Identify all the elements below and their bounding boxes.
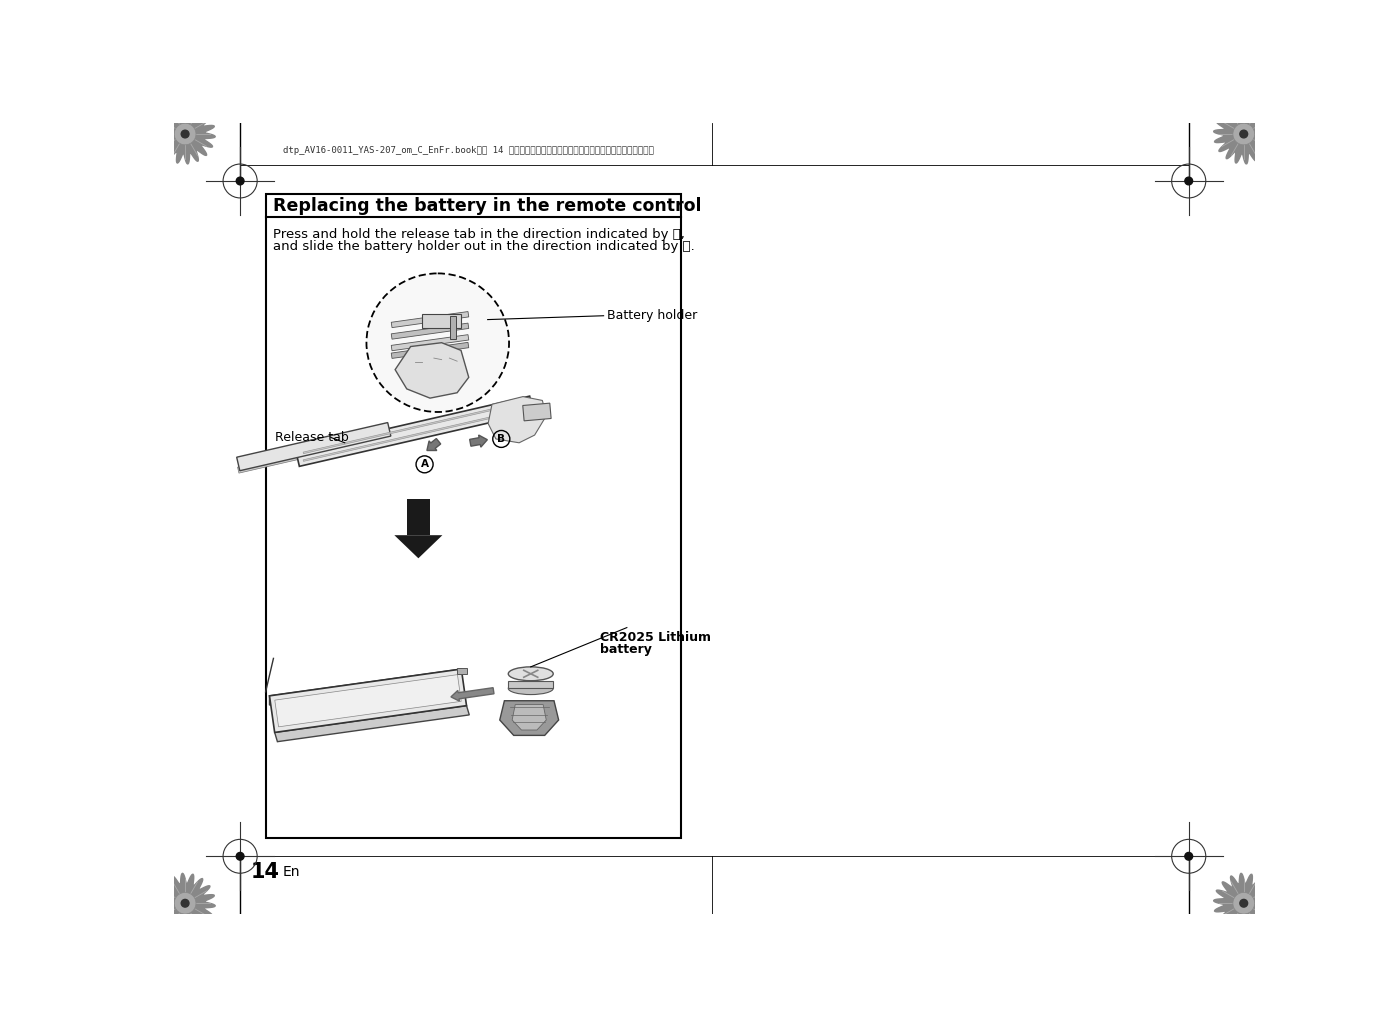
Bar — [407, 499, 429, 535]
Circle shape — [1239, 130, 1248, 138]
Circle shape — [236, 177, 244, 185]
Ellipse shape — [509, 667, 553, 681]
Text: Release tab: Release tab — [275, 431, 348, 444]
Text: 14: 14 — [251, 862, 279, 882]
Circle shape — [181, 900, 190, 907]
Circle shape — [174, 123, 197, 145]
Polygon shape — [500, 700, 559, 735]
Polygon shape — [392, 324, 468, 339]
Polygon shape — [523, 404, 551, 421]
Polygon shape — [488, 396, 546, 443]
Circle shape — [1232, 892, 1255, 914]
Text: Battery holder: Battery holder — [608, 309, 698, 322]
Circle shape — [174, 892, 197, 914]
Text: En: En — [283, 865, 300, 879]
Circle shape — [236, 852, 244, 861]
Polygon shape — [269, 669, 467, 732]
Polygon shape — [395, 535, 442, 559]
Polygon shape — [392, 311, 468, 328]
Bar — [266, 194, 682, 838]
Polygon shape — [1214, 104, 1274, 164]
Text: A: A — [421, 459, 428, 469]
Polygon shape — [392, 342, 468, 358]
Polygon shape — [302, 409, 526, 461]
Text: B: B — [498, 434, 505, 444]
Text: Press and hold the release tab in the direction indicated by Ⓐ,: Press and hold the release tab in the di… — [273, 228, 686, 241]
Bar — [457, 668, 467, 674]
Text: dtp_AV16-0011_YAS-207_om_C_EnFr.book　　 14 ページ　　２０１７年４月１３日　木曜日　午後３時４１分: dtp_AV16-0011_YAS-207_om_C_EnFr.book 14 … — [283, 147, 654, 155]
Polygon shape — [155, 873, 215, 934]
Circle shape — [1239, 900, 1248, 907]
Polygon shape — [237, 422, 390, 470]
Polygon shape — [269, 669, 461, 706]
Ellipse shape — [509, 682, 553, 694]
Polygon shape — [237, 432, 390, 473]
FancyArrow shape — [470, 435, 488, 447]
FancyArrow shape — [427, 439, 441, 451]
Polygon shape — [450, 315, 456, 339]
Circle shape — [181, 130, 190, 138]
Polygon shape — [302, 402, 526, 454]
Polygon shape — [512, 705, 546, 730]
Polygon shape — [275, 706, 470, 741]
FancyArrow shape — [450, 688, 493, 701]
Polygon shape — [296, 396, 534, 466]
Text: battery: battery — [599, 643, 651, 656]
Text: CR2025 Lithium: CR2025 Lithium — [599, 632, 711, 644]
Polygon shape — [509, 681, 553, 688]
Polygon shape — [298, 405, 534, 464]
Polygon shape — [155, 104, 215, 164]
Ellipse shape — [367, 273, 509, 412]
Polygon shape — [275, 675, 461, 727]
Polygon shape — [392, 335, 468, 350]
Circle shape — [1232, 123, 1255, 145]
Polygon shape — [1214, 873, 1274, 934]
Polygon shape — [395, 343, 468, 398]
Circle shape — [1185, 852, 1193, 861]
Text: Replacing the battery in the remote control: Replacing the battery in the remote cont… — [273, 197, 703, 216]
Text: and slide the battery holder out in the direction indicated by Ⓑ.: and slide the battery holder out in the … — [273, 240, 696, 254]
Polygon shape — [422, 314, 461, 328]
Circle shape — [1185, 177, 1193, 185]
